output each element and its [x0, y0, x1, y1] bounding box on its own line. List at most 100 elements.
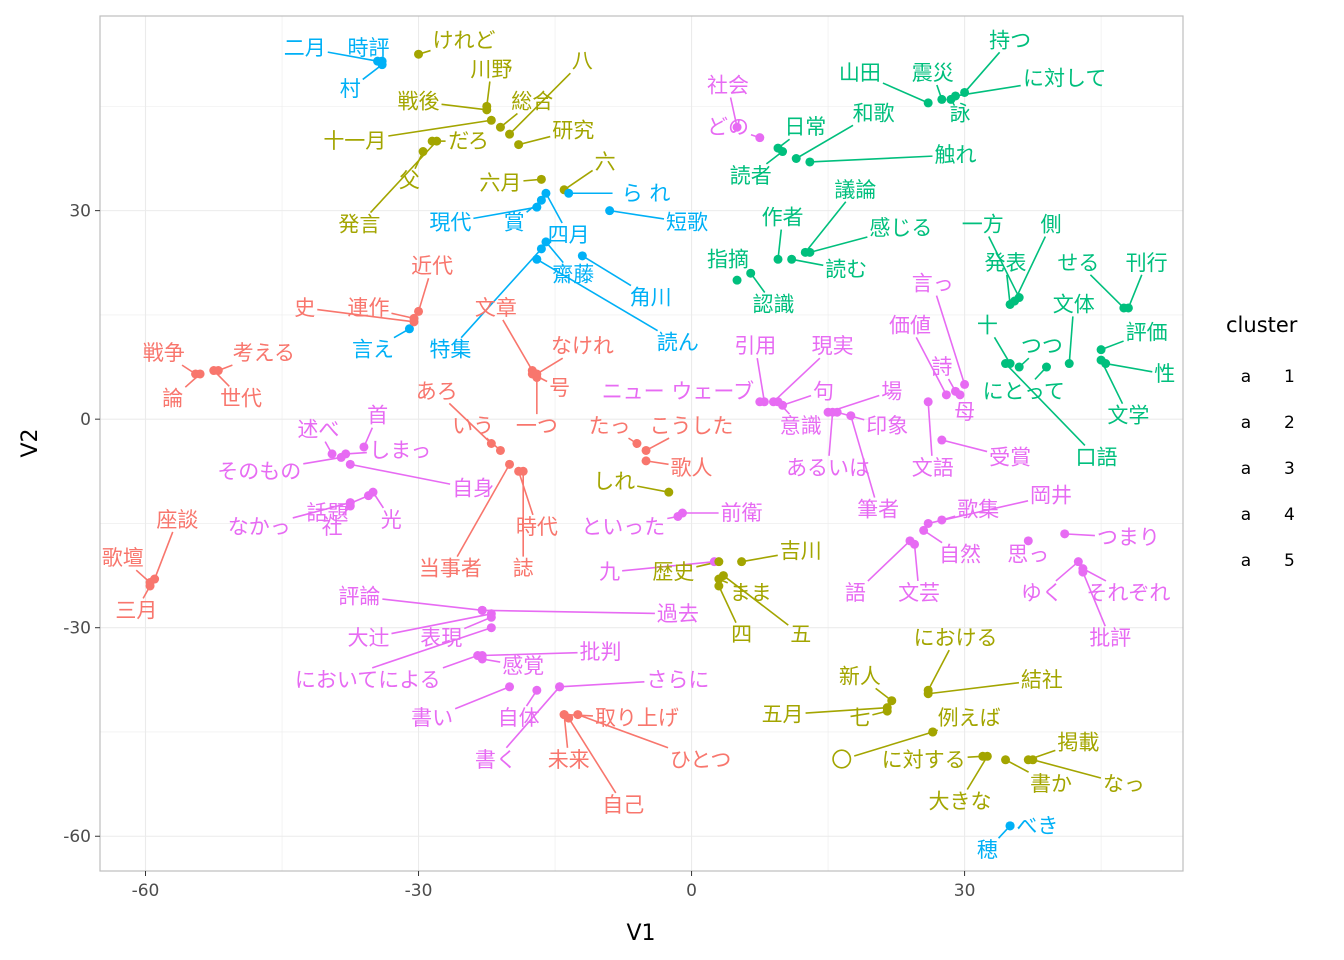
- label-connector: [327, 51, 378, 62]
- point-label: 現実: [812, 334, 854, 358]
- data-point: [773, 397, 783, 407]
- label-connector: [756, 358, 766, 402]
- data-point: [418, 147, 428, 157]
- point-label: 過去: [657, 602, 699, 626]
- point-label: 発言: [338, 213, 380, 237]
- label-connector: [609, 209, 665, 220]
- data-point: [368, 487, 378, 497]
- point-label: つつ: [1021, 334, 1063, 358]
- point-label: 性: [1154, 362, 1175, 386]
- data-point: [846, 411, 856, 421]
- label-connector: [741, 554, 778, 563]
- point-label: ニュー ウェーブ: [602, 379, 754, 403]
- point-label: 語: [845, 581, 866, 605]
- point-label: 九: [599, 560, 620, 584]
- data-point: [495, 445, 505, 455]
- label-connector: [722, 574, 789, 626]
- label-connector: [545, 192, 563, 224]
- x-axis-ticks: -60 -30 0 30: [132, 871, 976, 901]
- point-label: 首: [367, 404, 388, 428]
- data-point: [937, 515, 947, 525]
- x-tick-label: 30: [954, 881, 976, 901]
- data-point: [791, 154, 801, 163]
- point-label: 考える: [233, 341, 295, 365]
- data-point: [345, 501, 355, 511]
- data-point: [1001, 359, 1011, 369]
- label-connector: [853, 731, 933, 757]
- label-connector: [536, 357, 564, 375]
- point-label: なかっ: [228, 515, 291, 539]
- point-label: 詠: [950, 101, 971, 125]
- data-point: [564, 188, 574, 198]
- data-point: [737, 557, 747, 567]
- data-point: [345, 459, 355, 469]
- point-label: において: [295, 668, 378, 692]
- data-point: [377, 60, 387, 70]
- point-label: どの: [707, 115, 749, 139]
- data-point: [805, 247, 815, 257]
- data-point: [937, 94, 947, 104]
- data-point: [577, 251, 587, 261]
- point-label: 七: [849, 706, 870, 730]
- point-label: 言っ: [912, 272, 954, 296]
- point-label: 大きな: [929, 789, 992, 813]
- data-point: [564, 713, 574, 723]
- point-label: 賞: [504, 210, 525, 234]
- data-point: [664, 487, 674, 497]
- point-label: 研究: [552, 119, 594, 143]
- legend-glyph: a: [1241, 367, 1251, 387]
- point-label: 社会: [707, 74, 749, 98]
- point-label: たっ: [589, 414, 631, 438]
- point-label: だろ: [448, 129, 489, 153]
- legend-glyph: a: [1241, 459, 1251, 479]
- point-label: 戦後: [398, 90, 440, 114]
- point-label: 六月: [479, 171, 521, 195]
- point-label: 三月: [115, 598, 157, 622]
- point-label: 史: [294, 296, 315, 320]
- data-point: [482, 105, 492, 115]
- point-label: 文学: [1107, 404, 1149, 428]
- legend-key: [1234, 364, 1258, 388]
- data-point: [828, 407, 838, 417]
- label-connector: [804, 201, 847, 253]
- label-connector: [1013, 236, 1047, 302]
- data-point: [486, 612, 496, 622]
- point-label: 引用: [734, 334, 776, 358]
- data-point: [982, 751, 992, 761]
- point-label: 句: [813, 379, 834, 403]
- legend-label: 5: [1284, 551, 1295, 571]
- label-connector: [1064, 533, 1095, 537]
- data-point: [746, 268, 756, 278]
- legend-key: [1234, 502, 1258, 526]
- point-label: 話題: [307, 501, 349, 525]
- label-connector: [828, 412, 834, 456]
- point-label: 戦争: [143, 341, 185, 365]
- point-label: 評価: [1126, 320, 1168, 344]
- point-label: 六: [595, 150, 616, 174]
- label-connector: [988, 236, 1020, 298]
- point-label: 誌: [513, 557, 534, 581]
- point-label: 一方: [962, 213, 1004, 237]
- data-point: [541, 237, 551, 247]
- label-connector: [791, 258, 824, 267]
- point-label: 歴史: [652, 560, 694, 584]
- data-point: [805, 157, 815, 167]
- legend-label: 3: [1284, 459, 1295, 479]
- label-connector: [303, 456, 342, 465]
- data-point: [1096, 355, 1106, 365]
- data-point: [495, 122, 505, 132]
- point-label: 村: [340, 77, 361, 101]
- point-label: 口語: [1076, 445, 1118, 469]
- data-point: [755, 133, 765, 143]
- data-point: [641, 456, 651, 466]
- point-label: あるいは: [786, 456, 870, 480]
- point-label: 連作: [347, 296, 389, 320]
- point-label: 認識: [752, 292, 794, 316]
- point-label: 光: [381, 508, 402, 532]
- y-axis-title: V2: [18, 428, 43, 457]
- point-label: 思っ: [1007, 543, 1049, 567]
- legend-glyph: a: [1241, 551, 1251, 571]
- point-label: なけれ: [551, 334, 614, 358]
- point-label: 読ん: [657, 331, 699, 355]
- legend-glyph: a: [1241, 413, 1251, 433]
